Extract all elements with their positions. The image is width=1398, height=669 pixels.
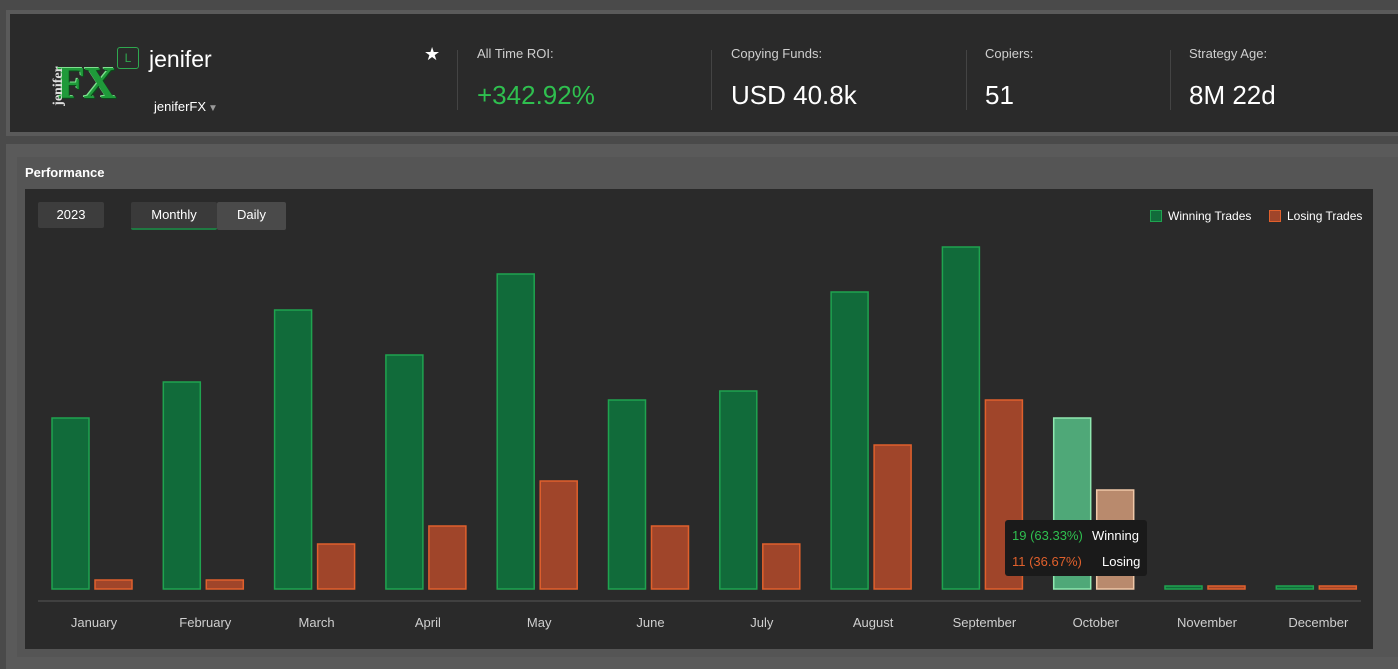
bar-losing-march[interactable] [316, 543, 356, 590]
caret-down-icon: ▼ [208, 103, 218, 114]
strategy-logo: FX jenifer [43, 54, 117, 118]
bar-winning-march[interactable] [273, 309, 313, 590]
divider [711, 50, 712, 110]
leader-badge: L [117, 47, 139, 69]
bar-losing-june[interactable] [650, 525, 690, 590]
bar-losing-may[interactable] [539, 480, 578, 590]
legend-swatch-winning [1150, 210, 1162, 222]
x-tick-label: February [179, 615, 232, 630]
x-tick-label: March [299, 615, 335, 630]
account-selector[interactable]: jeniferFX ▼ [154, 99, 218, 114]
x-tick-label: January [71, 615, 118, 630]
strategy-age-label: Strategy Age: [1189, 46, 1268, 61]
bar-losing-august[interactable] [873, 444, 912, 590]
legend-label-losing: Losing Trades [1287, 209, 1363, 223]
legend-swatch-losing [1269, 210, 1281, 222]
x-tick-label: September [953, 615, 1017, 630]
divider [1170, 50, 1171, 110]
copying-funds-label: Copying Funds: [731, 46, 823, 61]
strategy-header-card: FX jenifer L jenifer jeniferFX ▼ ★ All Ti… [6, 10, 1398, 136]
bar-losing-february[interactable] [205, 579, 245, 590]
tooltip-winning-row: 19 (63.33%) Winning [1012, 528, 1139, 543]
performance-chart-panel: 2023 Monthly Daily Winning Trades Losing… [25, 189, 1373, 649]
strategy-age-value: 8M 22d [1189, 80, 1276, 110]
bar-losing-april[interactable] [428, 525, 467, 590]
x-tick-label: October [1073, 615, 1120, 630]
bar-winning-june[interactable] [607, 399, 647, 590]
strategy-header: FX jenifer L jenifer jeniferFX ▼ ★ All Ti… [10, 14, 1398, 132]
bar-losing-december[interactable] [1318, 585, 1358, 590]
bar-winning-august[interactable] [830, 291, 869, 590]
bar-losing-november[interactable] [1207, 585, 1246, 590]
bar-winning-september[interactable] [941, 246, 981, 590]
bar-losing-january[interactable] [94, 579, 133, 590]
year-selector[interactable]: 2023 [38, 202, 104, 228]
tab-daily[interactable]: Daily [217, 202, 286, 230]
copiers-value: 51 [985, 80, 1014, 110]
logo-name-text: jenifer [50, 66, 66, 106]
divider [457, 50, 458, 110]
chart-tooltip: 19 (63.33%) Winning 11 (36.67%) Losing [1005, 520, 1147, 576]
roi-label: All Time ROI: [477, 46, 554, 61]
bar-winning-july[interactable] [719, 390, 758, 590]
legend-label-winning: Winning Trades [1168, 209, 1252, 223]
bar-winning-april[interactable] [385, 354, 424, 590]
tooltip-losing-value: 11 (36.67%) [1012, 554, 1082, 569]
bar-winning-january[interactable] [51, 417, 90, 590]
x-tick-label: August [853, 615, 894, 630]
tab-monthly[interactable]: Monthly [131, 202, 217, 230]
tooltip-winning-value: 19 (63.33%) [1012, 528, 1083, 543]
copying-funds-value: USD 40.8k [731, 80, 857, 110]
tooltip-losing-label: Losing [1102, 554, 1141, 569]
tooltip-winning-label: Winning [1092, 528, 1139, 543]
performance-card: Performance 2023 Monthly Daily Winning T… [6, 144, 1398, 669]
bar-winning-february[interactable] [162, 381, 202, 590]
x-tick-label: May [527, 615, 552, 630]
tooltip-losing-row: 11 (36.67%) Losing [1012, 554, 1140, 569]
bar-losing-july[interactable] [762, 543, 801, 590]
bar-winning-november[interactable] [1164, 585, 1203, 590]
account-name: jeniferFX [154, 99, 207, 114]
performance-panel: Performance 2023 Monthly Daily Winning T… [17, 157, 1398, 657]
x-tick-label: April [415, 615, 441, 630]
performance-bar-chart: January February March April May June July Augu… [38, 246, 1361, 630]
copiers-label: Copiers: [985, 46, 1034, 61]
performance-title: Performance [25, 165, 105, 180]
x-tick-label: December [1288, 615, 1349, 630]
bar-winning-may[interactable] [496, 273, 535, 590]
roi-value: +342.92% [477, 80, 595, 110]
logo-fx-text: FX [57, 57, 116, 108]
x-tick-label: June [636, 615, 664, 630]
x-tick-label: July [750, 615, 774, 630]
strategy-name: jenifer [149, 46, 212, 72]
legend-winning[interactable]: Winning Trades [1150, 209, 1251, 223]
legend-losing[interactable]: Losing Trades [1269, 209, 1362, 223]
favorite-star-icon[interactable]: ★ [424, 44, 441, 64]
bar-winning-december[interactable] [1275, 585, 1315, 590]
divider [966, 50, 967, 110]
x-tick-label: November [1177, 615, 1238, 630]
